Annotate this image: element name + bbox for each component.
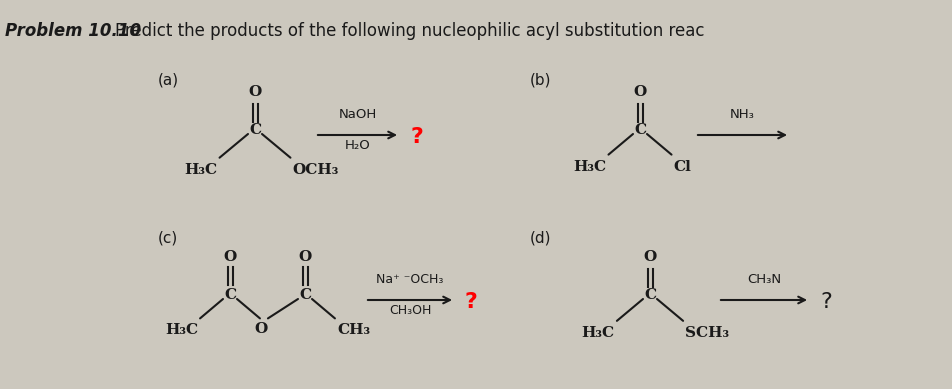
Text: Na⁺ ⁻OCH₃: Na⁺ ⁻OCH₃: [376, 273, 444, 286]
Text: CH₃: CH₃: [337, 323, 370, 337]
Text: C: C: [248, 123, 261, 137]
Text: H₂O: H₂O: [345, 139, 370, 152]
Text: H₃C: H₃C: [165, 323, 198, 337]
Text: (a): (a): [158, 72, 179, 87]
Text: H₃C: H₃C: [582, 326, 615, 340]
Text: Predict the products of the following nucleophilic acyl substitution reac: Predict the products of the following nu…: [115, 22, 704, 40]
Text: H₃C: H₃C: [185, 163, 218, 177]
Text: O: O: [254, 322, 268, 336]
Text: NH₃: NH₃: [730, 108, 755, 121]
Text: SCH₃: SCH₃: [685, 326, 729, 340]
Text: ?: ?: [410, 127, 423, 147]
Text: NaOH: NaOH: [338, 108, 377, 121]
Text: O: O: [224, 250, 237, 264]
Text: CH₃OH: CH₃OH: [388, 304, 431, 317]
Text: H₃C: H₃C: [573, 159, 606, 173]
Text: (b): (b): [530, 72, 551, 87]
Text: O: O: [248, 85, 262, 99]
Text: CH₃N: CH₃N: [747, 273, 781, 286]
Text: C: C: [644, 288, 656, 302]
Text: (d): (d): [530, 230, 551, 245]
Text: ?: ?: [465, 292, 478, 312]
Text: O: O: [644, 250, 657, 264]
Text: C: C: [299, 288, 311, 302]
Text: ?: ?: [820, 292, 832, 312]
Text: (c): (c): [158, 230, 178, 245]
Text: Cl: Cl: [673, 159, 691, 173]
Text: OCH₃: OCH₃: [292, 163, 339, 177]
Text: Problem 10.10: Problem 10.10: [5, 22, 141, 40]
Text: C: C: [224, 288, 236, 302]
Text: C: C: [634, 123, 646, 137]
Text: O: O: [633, 85, 646, 99]
Text: O: O: [298, 250, 311, 264]
